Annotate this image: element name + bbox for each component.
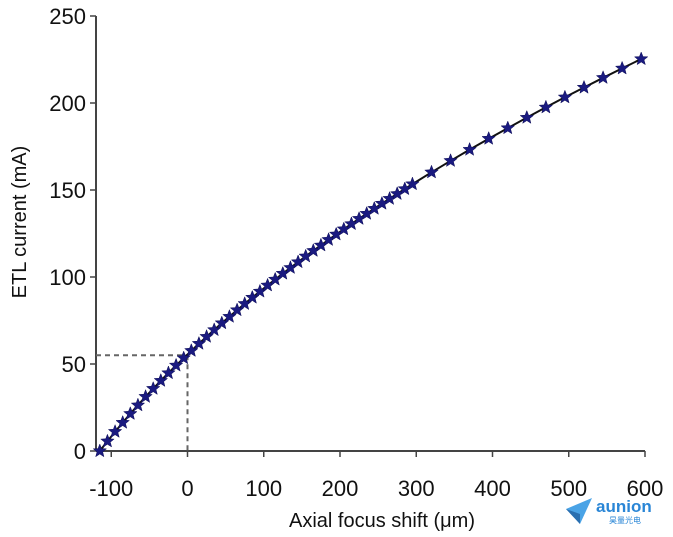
data-point (557, 89, 573, 104)
data-point (481, 131, 496, 145)
reference-lines (96, 354, 189, 451)
data-point (100, 433, 115, 448)
x-tick-label: 500 (550, 476, 587, 501)
data-point (633, 51, 649, 66)
y-tick-label: 0 (74, 439, 86, 464)
data-point (123, 406, 138, 420)
data-point (138, 388, 153, 403)
y-tick-label: 250 (49, 4, 86, 29)
data-point (424, 164, 439, 179)
logo-text: aunion (596, 497, 652, 516)
y-ticks: 0 50 100 150 200 250 (49, 4, 96, 464)
data-markers (92, 51, 649, 458)
fit-line (99, 58, 642, 452)
y-tick-label: 150 (49, 178, 86, 203)
x-tick-label: -100 (89, 476, 133, 501)
logo-mark-icon (566, 498, 592, 524)
brand-logo: aunion 昊量光电 (566, 497, 652, 525)
y-axis: 0 50 100 150 200 250 (49, 4, 97, 464)
y-axis-title: ETL current (mA) (9, 146, 31, 299)
x-tick-label: 600 (627, 476, 664, 501)
data-point (538, 99, 554, 114)
data-point (462, 141, 477, 156)
logo-subtitle: 昊量光电 (609, 515, 641, 525)
data-point (168, 357, 184, 372)
x-tick-label: 300 (398, 476, 435, 501)
x-tick-label: 200 (322, 476, 359, 501)
data-point (92, 443, 108, 458)
data-point (595, 70, 611, 84)
data-point (145, 381, 161, 395)
x-axis: -100 0 100 200 300 400 500 600 (89, 450, 663, 501)
data-point (614, 60, 630, 75)
data-point (519, 109, 535, 124)
data-point (161, 365, 176, 380)
data-point (115, 414, 130, 429)
data-point (130, 397, 146, 412)
x-axis-title: Axial focus shift (μm) (289, 510, 475, 532)
x-ticks: -100 0 100 200 300 400 500 600 (89, 451, 663, 501)
y-tick-label: 50 (62, 352, 86, 377)
data-point (107, 423, 123, 438)
y-tick-label: 200 (49, 91, 86, 116)
x-tick-label: 400 (474, 476, 511, 501)
data-point (176, 350, 191, 365)
data-point (405, 176, 420, 191)
data-point (153, 373, 169, 387)
data-point (500, 120, 516, 135)
data-point (576, 79, 592, 94)
data-point (443, 153, 458, 167)
y-tick-label: 100 (49, 265, 86, 290)
x-tick-label: 100 (245, 476, 282, 501)
x-tick-label: 0 (181, 476, 193, 501)
